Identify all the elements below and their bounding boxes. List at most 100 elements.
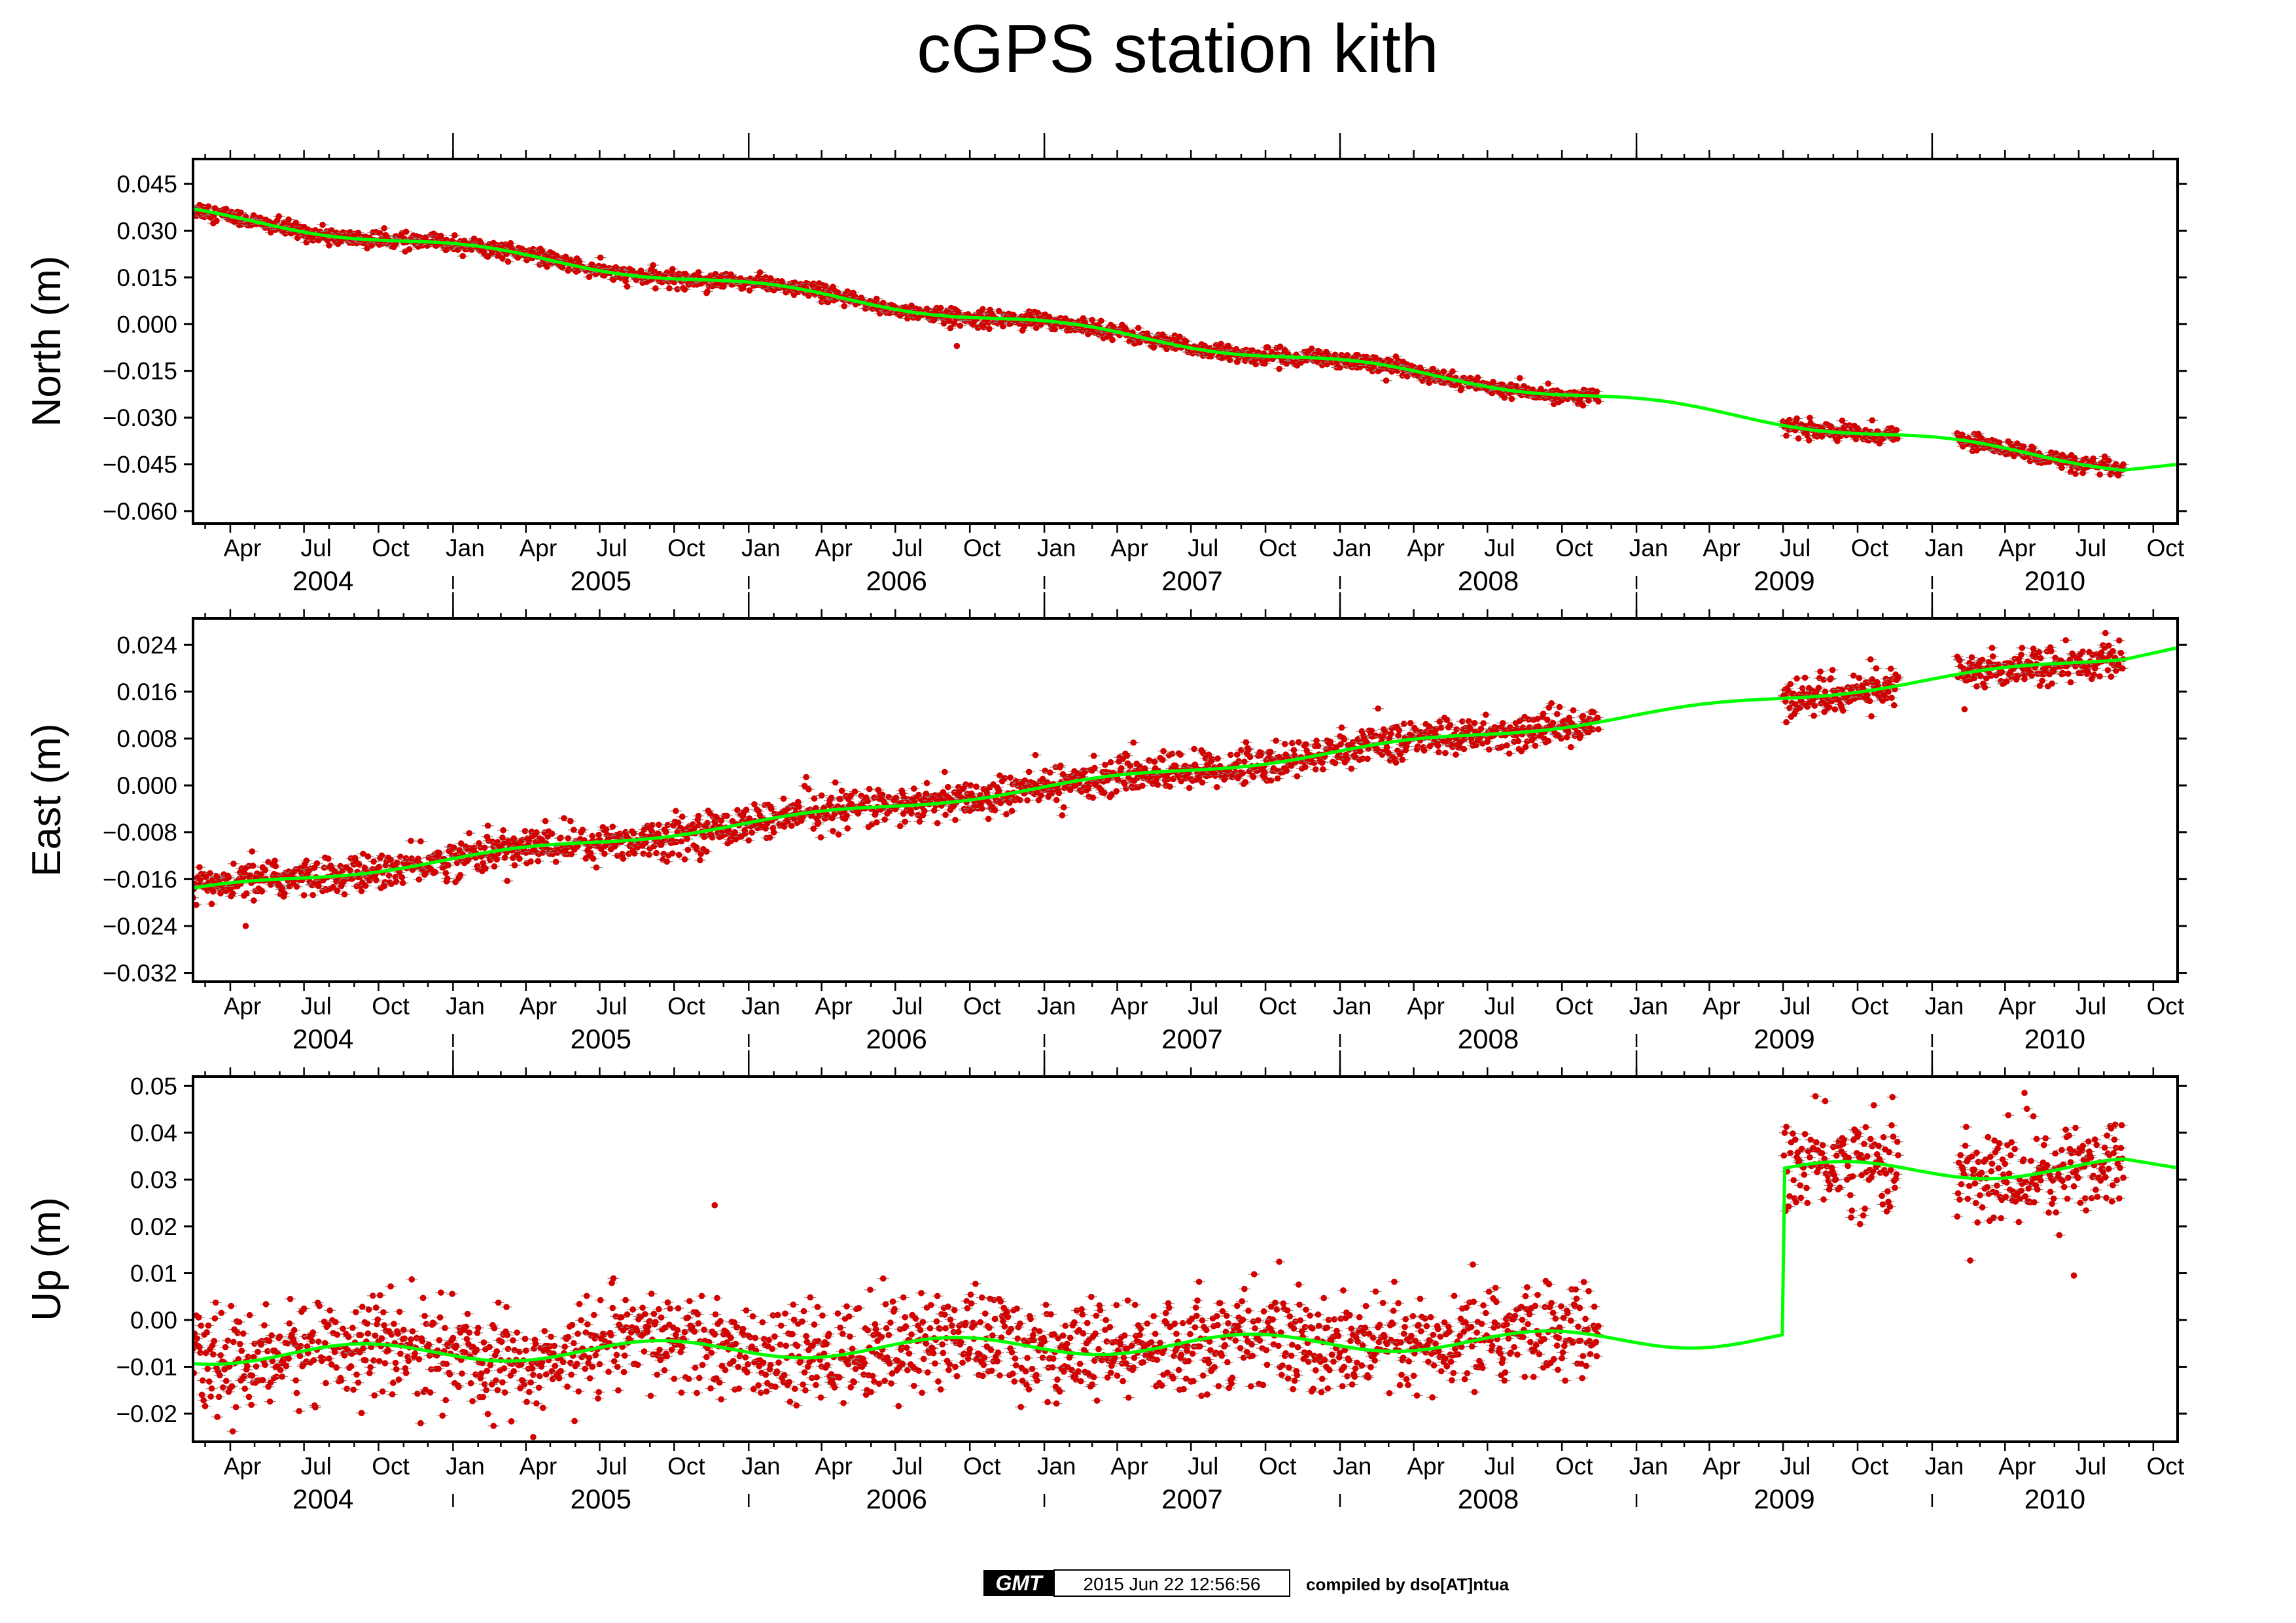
chart-title: cGPS station kith — [917, 11, 1439, 87]
data-point — [1595, 398, 1602, 405]
data-point — [559, 264, 566, 271]
y-tick-label: −0.030 — [103, 404, 177, 431]
x-month-label: Oct — [1851, 535, 1889, 562]
data-point — [330, 883, 336, 891]
outlier-point — [953, 342, 961, 349]
x-month-label: Jul — [1780, 535, 1810, 562]
data-point — [207, 870, 213, 877]
x-month-label: Oct — [1555, 535, 1593, 562]
data-point — [1176, 333, 1183, 340]
data-point — [444, 875, 451, 882]
x-month-label: Apr — [1703, 535, 1740, 562]
data-point — [504, 259, 512, 265]
data-point — [1793, 415, 1800, 422]
data-point — [385, 872, 393, 879]
data-point — [482, 865, 489, 872]
data-point — [652, 285, 659, 292]
data-point — [436, 849, 443, 857]
data-point — [484, 822, 491, 829]
data-point — [1434, 369, 1441, 376]
data-point — [1783, 432, 1790, 439]
data-point — [319, 221, 326, 228]
data-point — [2020, 443, 2027, 450]
data-point — [1249, 347, 1256, 354]
data-point — [597, 254, 604, 261]
data-point — [1051, 326, 1058, 332]
data-point — [415, 855, 421, 862]
data-point — [358, 887, 365, 895]
data-point — [504, 878, 511, 884]
data-point — [986, 325, 993, 332]
data-point — [1399, 372, 1406, 379]
y-tick-label: 0.000 — [116, 311, 177, 338]
data-point — [315, 237, 322, 243]
data-point — [1440, 368, 1447, 375]
data-point — [432, 868, 438, 876]
data-point — [372, 877, 380, 883]
data-point — [507, 240, 514, 247]
observations-east — [193, 630, 2130, 929]
data-point — [2026, 457, 2034, 465]
x-month-label: Oct — [2147, 535, 2185, 562]
data-point — [196, 864, 203, 870]
data-point — [398, 874, 406, 881]
data-point — [387, 856, 394, 863]
data-point — [466, 830, 472, 836]
data-point — [451, 232, 458, 239]
x-month-label: Apr — [1407, 535, 1445, 562]
data-point — [292, 219, 300, 226]
data-point — [1516, 374, 1523, 382]
data-point — [281, 890, 288, 897]
x-month-label: Jan — [1333, 535, 1372, 562]
data-point — [2100, 458, 2108, 465]
data-point — [916, 306, 923, 313]
x-month-label: Apr — [1110, 535, 1148, 562]
data-point — [674, 286, 681, 293]
plot-area-east — [193, 630, 2177, 929]
data-point — [946, 317, 953, 325]
data-point — [1182, 338, 1190, 345]
data-point — [258, 871, 264, 878]
x-year-label: 2004 — [292, 565, 353, 596]
data-point — [388, 880, 395, 887]
x-year-label: 2008 — [1458, 565, 1519, 596]
data-point — [1893, 427, 1900, 433]
data-point — [402, 228, 410, 235]
x-month-label: Apr — [224, 535, 262, 562]
x-month-label: Jan — [1925, 535, 1964, 562]
data-point — [493, 856, 501, 863]
x-month-label: Oct — [372, 535, 410, 562]
data-point — [470, 844, 478, 851]
data-point — [957, 322, 964, 329]
x-month-label: Oct — [963, 535, 1001, 562]
data-point — [408, 838, 414, 844]
data-point — [481, 844, 488, 851]
data-point — [908, 302, 915, 309]
data-point — [222, 205, 230, 213]
data-point — [974, 325, 981, 331]
data-point — [1089, 317, 1095, 323]
x-year-label: 2007 — [1161, 565, 1222, 596]
data-point — [313, 860, 321, 866]
data-point — [1501, 394, 1508, 401]
outlier-point — [703, 289, 710, 296]
x-year-label: 2005 — [571, 565, 631, 596]
data-point — [499, 834, 506, 841]
panel-east: 0.0240.0160.0080.000−0.008−0.016−0.024−0… — [24, 592, 2187, 1054]
data-point — [1010, 312, 1017, 319]
data-point — [243, 890, 250, 897]
data-point — [1252, 361, 1260, 368]
data-point — [1869, 417, 1876, 424]
data-point — [251, 897, 257, 904]
data-point — [225, 874, 232, 881]
x-month-label: Apr — [815, 535, 853, 562]
x-month-label: Jan — [741, 535, 781, 562]
x-month-label: Jul — [596, 535, 627, 562]
data-point — [2120, 461, 2127, 468]
x-month-label: Jul — [1484, 535, 1515, 562]
data-point — [229, 890, 236, 897]
data-point — [980, 306, 986, 313]
data-point — [445, 862, 451, 868]
x-year-label: 2009 — [1754, 565, 1814, 596]
data-point — [1430, 365, 1437, 372]
